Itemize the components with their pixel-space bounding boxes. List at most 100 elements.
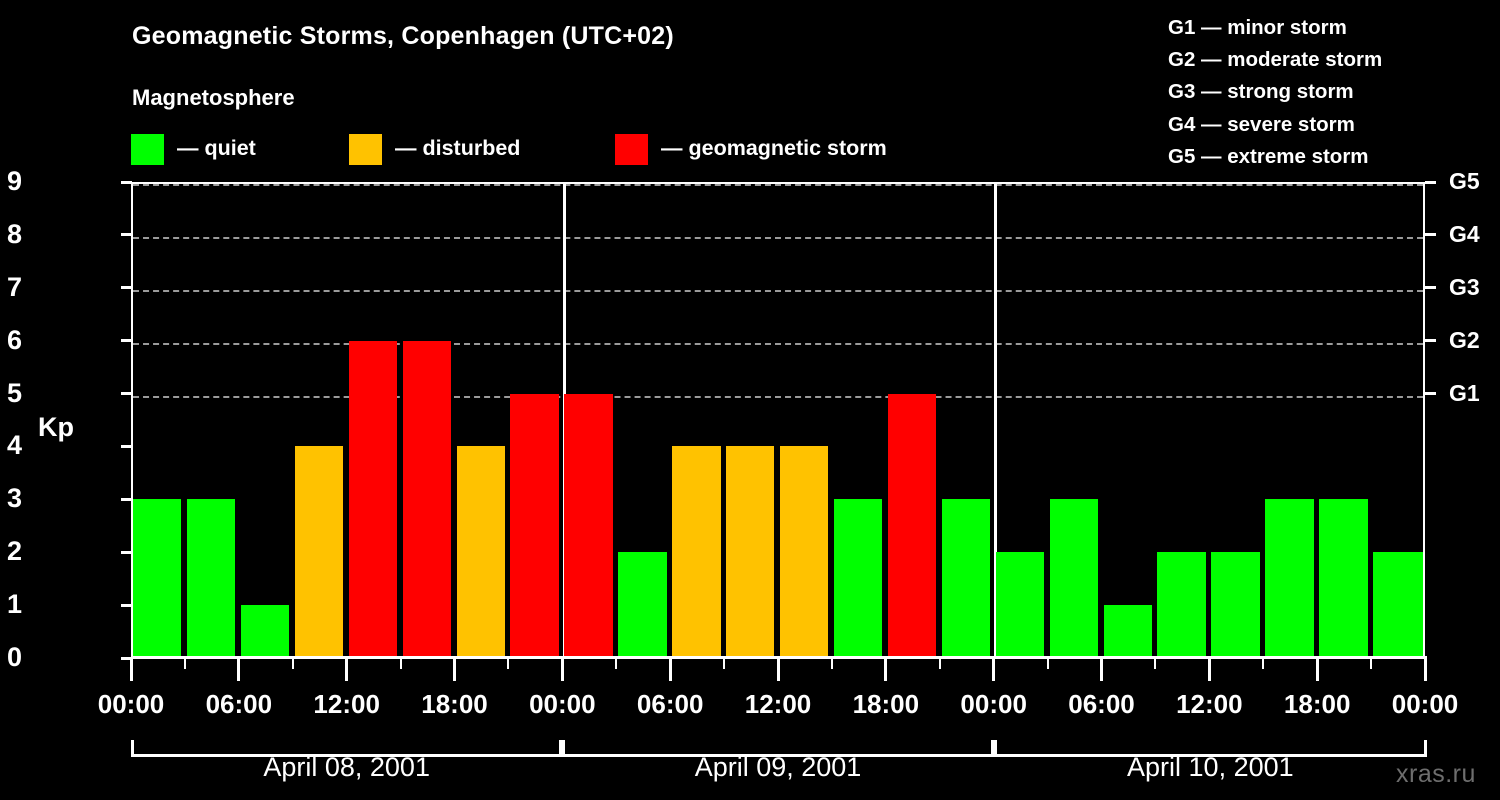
bar[interactable] — [618, 552, 667, 658]
x-tick-label-2: 12:00 — [313, 689, 380, 719]
bar[interactable] — [456, 446, 505, 658]
bar[interactable] — [1319, 499, 1368, 658]
x-tick-major-6 — [776, 659, 780, 681]
g-legend-line-2: G2 — moderate storm — [1168, 48, 1383, 72]
bar[interactable] — [726, 446, 775, 658]
bar[interactable] — [133, 499, 182, 658]
bar[interactable] — [833, 499, 883, 658]
x-tick-minor-13 — [830, 659, 833, 669]
x-tick-label-12: 00:00 — [1391, 689, 1459, 719]
y-tick-mark-0 — [121, 656, 132, 660]
g-legend-line-1: G1 — minor storm — [1168, 16, 1347, 39]
bar[interactable] — [887, 393, 937, 658]
y-tick-mark-4 — [121, 444, 132, 448]
bar[interactable] — [1103, 605, 1152, 658]
x-tick-minor-23 — [1370, 659, 1373, 669]
bar[interactable] — [240, 605, 290, 658]
x-tick-major-12 — [1423, 659, 1427, 681]
x-tick-major-5 — [668, 659, 672, 681]
g-tick-label-G5: G5 — [1449, 168, 1480, 194]
legend-swatch-disturbed — [349, 133, 382, 165]
x-tick-major-11 — [1315, 659, 1319, 681]
g-tick-label-G4: G4 — [1449, 220, 1480, 247]
y-tick-label-0: 0 — [6, 642, 22, 672]
y-tick-mark-8 — [121, 233, 132, 237]
x-tick-major-10 — [1207, 659, 1211, 681]
bar[interactable] — [995, 552, 1045, 658]
bar[interactable] — [1265, 499, 1314, 658]
x-tick-minor-19 — [1154, 659, 1157, 669]
g-tick-mark-G2 — [1425, 339, 1436, 343]
x-tick-major-1 — [237, 659, 241, 681]
x-tick-major-7 — [884, 659, 888, 681]
x-tick-label-1: 06:00 — [205, 689, 273, 719]
x-axis-baseline — [131, 656, 1427, 659]
g-tick-label-G3: G3 — [1449, 273, 1480, 300]
x-tick-label-7: 18:00 — [852, 689, 920, 719]
legend-swatch-quiet — [131, 133, 164, 165]
y-tick-label-9: 9 — [6, 166, 22, 196]
g-tick-mark-G3 — [1425, 286, 1436, 290]
bar[interactable] — [1157, 552, 1206, 658]
legend-entry-geomagnetic-storm: — geomagnetic storm — [615, 132, 887, 166]
g-legend-line-5: G5 — extreme storm — [1168, 144, 1369, 168]
legend-label-geomagnetic-storm: — geomagnetic storm — [661, 136, 887, 161]
bar[interactable] — [294, 446, 344, 658]
legend-entry-disturbed: — disturbed — [349, 132, 520, 166]
x-tick-major-8 — [992, 659, 996, 681]
y-axis-label: Kp — [38, 412, 74, 442]
bar[interactable] — [564, 393, 613, 658]
x-tick-label-3: 18:00 — [421, 689, 488, 719]
legend-label-quiet: — quiet — [177, 136, 256, 161]
g-legend-line-3: G3 — strong storm — [1168, 80, 1354, 104]
day-bracket-1 — [131, 740, 563, 757]
g-tick-mark-G4 — [1425, 233, 1436, 237]
y-tick-mark-9 — [121, 180, 132, 184]
bar[interactable] — [672, 446, 721, 658]
bar[interactable] — [941, 499, 991, 658]
x-tick-label-11: 18:00 — [1283, 689, 1351, 719]
day-label-1: April 08, 2001 — [263, 752, 430, 782]
plot-area — [131, 182, 1425, 658]
x-tick-minor-3 — [291, 659, 294, 669]
y-tick-label-1: 1 — [6, 589, 22, 620]
y-tick-label-2: 2 — [6, 536, 22, 567]
legend-label-disturbed: — disturbed — [395, 136, 521, 161]
gridline-kp-9 — [133, 184, 1423, 186]
x-tick-minor-1 — [183, 659, 186, 669]
gridline-kp-7 — [133, 289, 1423, 292]
bar[interactable] — [186, 499, 236, 658]
x-tick-minor-17 — [1046, 659, 1049, 669]
x-tick-label-8: 00:00 — [960, 689, 1027, 719]
bar[interactable] — [780, 446, 829, 658]
bar[interactable] — [1049, 499, 1098, 658]
bar[interactable] — [348, 340, 398, 658]
y-tick-mark-6 — [121, 339, 132, 343]
x-tick-major-2 — [345, 659, 349, 681]
x-tick-label-10: 12:00 — [1176, 689, 1243, 719]
bar[interactable] — [1211, 552, 1260, 658]
bar[interactable] — [402, 340, 451, 658]
x-tick-label-0: 00:00 — [97, 689, 165, 719]
gridline-kp-6 — [133, 342, 1423, 345]
y-tick-mark-2 — [121, 550, 132, 554]
x-tick-label-5: 06:00 — [636, 689, 704, 719]
x-tick-minor-15 — [938, 659, 941, 669]
y-tick-label-8: 8 — [6, 218, 22, 249]
g-tick-mark-G5 — [1425, 180, 1436, 184]
bar[interactable] — [510, 393, 559, 658]
x-tick-label-9: 06:00 — [1068, 689, 1135, 719]
g-tick-label-G1: G1 — [1449, 379, 1480, 406]
y-tick-label-6: 6 — [6, 324, 22, 355]
y-tick-mark-5 — [121, 392, 132, 396]
x-tick-label-4: 00:00 — [529, 689, 596, 719]
day-divider-2 — [994, 184, 998, 658]
bar[interactable] — [1373, 552, 1423, 658]
g-tick-label-G2: G2 — [1449, 326, 1480, 353]
x-tick-minor-7 — [507, 659, 510, 669]
x-tick-major-3 — [453, 659, 456, 681]
y-tick-mark-7 — [121, 286, 132, 290]
y-tick-label-4: 4 — [6, 430, 22, 461]
x-tick-label-6: 12:00 — [744, 689, 812, 719]
x-tick-major-0 — [129, 659, 133, 681]
